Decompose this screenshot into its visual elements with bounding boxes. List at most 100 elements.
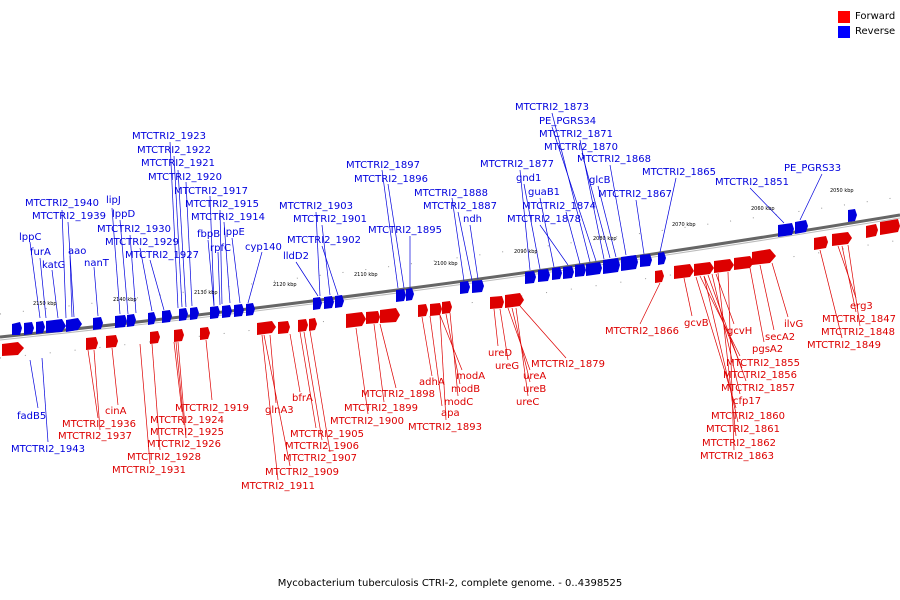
- legend-label: Reverse: [855, 26, 896, 37]
- gene-label: MTCTRI2_1920: [148, 172, 222, 183]
- gene-label: MTCTRI2_1905: [290, 429, 364, 440]
- gene-label: modC: [444, 397, 473, 408]
- reverse-gene-labels: lppC furA katG aao nanT MTCTRI2_1940 MTC…: [11, 102, 841, 455]
- legend-item-reverse: Reverse: [838, 24, 895, 39]
- gene-label: MTCTRI2_1915: [185, 199, 259, 210]
- forward-leader-lines: [87, 244, 861, 481]
- gene-label: MTCTRI2_1937: [58, 431, 132, 442]
- gene-label: MTCTRI2_1862: [702, 438, 776, 449]
- gene-label: MTCTRI2_1849: [807, 340, 881, 351]
- gene-label: cfp17: [733, 396, 761, 407]
- gene-label: MTCTRI2_1863: [700, 451, 774, 462]
- gene-label: MTCTRI2_1940: [25, 198, 99, 209]
- gene-label: MTCTRI2_1866: [605, 326, 679, 337]
- gene-label: MTCTRI2_1917: [174, 186, 248, 197]
- gene-label: MTCTRI2_1939: [32, 211, 106, 222]
- gene-label: MTCTRI2_1921: [141, 158, 215, 169]
- scale-tick: 2050 kbp: [830, 188, 854, 194]
- gene-label: MTCTRI2_1856: [723, 370, 797, 381]
- scale-tick: 2120 kbp: [273, 282, 297, 288]
- gene-label: MTCTRI2_1857: [721, 383, 795, 394]
- scale-tick: 2100 kbp: [434, 261, 458, 267]
- gene-label: fbpB: [197, 229, 220, 240]
- gene-label: ilvG: [784, 319, 803, 330]
- gene-label: erg3: [850, 301, 873, 312]
- gene-label: MTCTRI2_1865: [642, 167, 716, 178]
- gene-label: ndh: [463, 214, 482, 225]
- gene-label: fadB5: [17, 411, 46, 422]
- forward-swatch: [838, 10, 850, 23]
- gene-label: MTCTRI2_1878: [507, 214, 581, 225]
- gene-label: pgsA2: [752, 344, 783, 355]
- gene-label: MTCTRI2_1855: [726, 358, 800, 369]
- gene-label: lppD: [112, 209, 135, 220]
- gene-label: nanT: [84, 258, 110, 269]
- gene-label: cinA: [105, 406, 127, 417]
- gene-label: MTCTRI2_1877: [480, 159, 554, 170]
- gene-label: MTCTRI2_1929: [105, 237, 179, 248]
- forward-gene-labels: cinA MTCTRI2_1936 MTCTRI2_1937 MTCTRI2_1…: [58, 301, 896, 492]
- legend: Forward Reverse: [838, 9, 895, 39]
- forward-gene-track: [2, 219, 900, 356]
- gene-label: MTCTRI2_1899: [344, 403, 418, 414]
- gene-label: MTCTRI2_1922: [137, 145, 211, 156]
- reverse-swatch: [838, 25, 850, 38]
- gene-label: MTCTRI2_1943: [11, 444, 85, 455]
- scale-tick: 2070 kbp: [672, 222, 696, 228]
- legend-item-forward: Forward: [838, 9, 895, 24]
- gene-label: ureA: [523, 371, 546, 382]
- gene-label: MTCTRI2_1900: [330, 416, 404, 427]
- gene-label: gcvH: [727, 326, 752, 337]
- gene-label: MTCTRI2_1928: [127, 452, 201, 463]
- gene-label: gnd1: [516, 173, 541, 184]
- gene-label: MTCTRI2_1909: [265, 467, 339, 478]
- gene-label: MTCTRI2_1897: [346, 160, 420, 171]
- gene-label: guaB1: [528, 187, 560, 198]
- gene-label: ureC: [516, 397, 539, 408]
- gene-label: MTCTRI2_1867: [598, 189, 672, 200]
- gene-label: MTCTRI2_1847: [822, 314, 896, 325]
- gene-label: MTCTRI2_1887: [423, 201, 497, 212]
- gene-label: MTCTRI2_1907: [283, 453, 357, 464]
- scale-ticks: 2150 kbp 2140 kbp 2130 kbp 2120 kbp 2110…: [33, 188, 854, 307]
- reverse-leader-lines: [29, 112, 823, 443]
- gene-label: modA: [456, 371, 485, 382]
- scale-tick: 2130 kbp: [194, 290, 218, 296]
- gene-label: MTCTRI2_1874: [522, 201, 596, 212]
- gene-label: MTCTRI2_1861: [706, 424, 780, 435]
- gene-label: katG: [42, 260, 65, 271]
- gene-label: glnA3: [265, 405, 294, 416]
- gene-label: MTCTRI2_1936: [62, 419, 136, 430]
- gene-label: MTCTRI2_1901: [293, 214, 367, 225]
- gene-label: cyp140: [245, 242, 282, 253]
- scale-tick: 2060 kbp: [751, 206, 775, 212]
- gene-label: aao: [68, 246, 86, 257]
- gene-label: MTCTRI2_1927: [125, 250, 199, 261]
- gene-label: MTCTRI2_1914: [191, 212, 265, 223]
- gene-label: secA2: [765, 332, 795, 343]
- gene-label: glcB: [589, 175, 611, 186]
- gene-label: MTCTRI2_1902: [287, 235, 361, 246]
- gene-label: MTCTRI2_1898: [361, 389, 435, 400]
- gene-label: ureD: [488, 348, 512, 359]
- gene-label: MTCTRI2_1903: [279, 201, 353, 212]
- gene-label: MTCTRI2_1868: [577, 154, 651, 165]
- gene-label: MTCTRI2_1893: [408, 422, 482, 433]
- scale-tick: 2140 kbp: [113, 297, 137, 303]
- gene-label: MTCTRI2_1888: [414, 188, 488, 199]
- scale-tick: 2110 kbp: [354, 272, 378, 278]
- gene-label: MTCTRI2_1851: [715, 177, 789, 188]
- gene-label: PE_PGRS33: [784, 163, 841, 174]
- gene-label: MTCTRI2_1873: [515, 102, 589, 113]
- gene-label: ureG: [495, 361, 519, 372]
- gene-label: MTCTRI2_1931: [112, 465, 186, 476]
- legend-label: Forward: [855, 11, 896, 22]
- gene-label: MTCTRI2_1926: [147, 439, 221, 450]
- gene-label: MTCTRI2_1930: [97, 224, 171, 235]
- gene-label: lppE: [223, 227, 245, 238]
- gene-label: MTCTRI2_1895: [368, 225, 442, 236]
- gene-label: MTCTRI2_1879: [531, 359, 605, 370]
- scale-tick: 2090 kbp: [514, 249, 538, 255]
- scale-tick: 2150 kbp: [33, 301, 57, 307]
- genome-caption: Mycobacterium tuberculosis CTRI-2, compl…: [277, 578, 623, 589]
